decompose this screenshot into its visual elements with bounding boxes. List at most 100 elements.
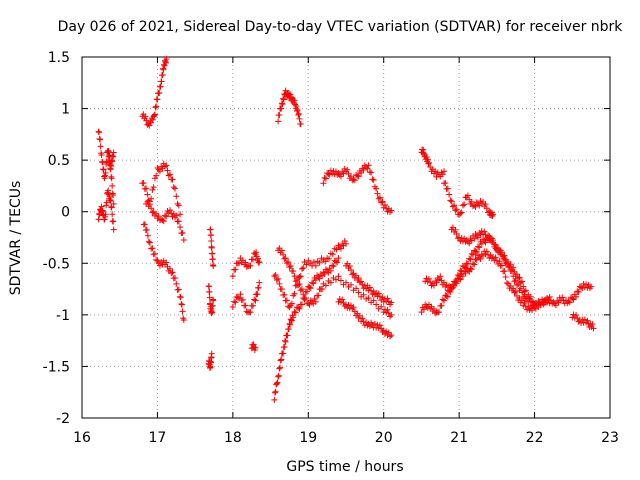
data-point — [295, 304, 302, 311]
data-point — [151, 250, 158, 257]
series-arc-r — [320, 162, 395, 216]
data-point — [252, 344, 259, 351]
data-point — [473, 249, 480, 256]
data-point — [302, 295, 309, 302]
data-point — [546, 293, 553, 300]
data-point — [209, 302, 216, 309]
data-point — [161, 212, 168, 219]
data-point — [175, 218, 182, 225]
data-point — [208, 350, 215, 357]
data-point — [432, 310, 439, 317]
data-point — [281, 255, 288, 262]
data-point — [311, 296, 318, 303]
x-tick-label: 23 — [601, 430, 619, 446]
data-point — [285, 303, 292, 310]
data-point — [278, 105, 285, 112]
data-point — [374, 190, 381, 197]
data-point — [492, 254, 499, 261]
data-point — [271, 396, 278, 403]
data-point — [255, 255, 261, 262]
data-point — [177, 293, 184, 300]
data-point — [477, 198, 484, 205]
data-point — [140, 179, 147, 186]
data-point — [297, 287, 304, 294]
data-point — [142, 113, 149, 120]
data-point — [299, 265, 305, 272]
data-point — [381, 331, 388, 338]
data-point — [512, 277, 519, 284]
data-point — [252, 297, 259, 304]
data-point — [371, 320, 378, 327]
data-point — [159, 71, 166, 78]
x-tick-label: 16 — [73, 430, 91, 446]
data-point — [153, 172, 160, 179]
data-point — [231, 298, 238, 305]
data-point — [466, 240, 473, 247]
data-point — [95, 216, 102, 223]
data-point — [469, 203, 476, 210]
data-point — [437, 273, 444, 280]
series-arc-u — [418, 146, 448, 180]
data-point — [441, 168, 448, 175]
data-point — [208, 244, 215, 251]
data-point — [243, 263, 250, 270]
data-point — [175, 202, 182, 209]
data-point — [468, 250, 475, 257]
data-point — [431, 282, 437, 289]
series-arc-h — [207, 226, 217, 269]
data-point — [473, 256, 480, 263]
series-arc-k — [229, 249, 263, 280]
data-point — [97, 143, 104, 150]
data-point — [280, 95, 287, 102]
data-point — [510, 273, 517, 280]
data-point — [180, 236, 187, 243]
data-point — [173, 212, 180, 219]
data-point — [109, 190, 116, 197]
data-point — [172, 275, 179, 282]
data-point — [109, 158, 116, 165]
data-point — [301, 296, 308, 303]
data-point — [237, 291, 244, 298]
data-point — [206, 288, 213, 295]
data-point — [103, 202, 110, 209]
data-point — [341, 238, 348, 245]
data-point — [439, 171, 446, 178]
data-point — [312, 298, 319, 305]
data-point — [356, 312, 363, 319]
series-arc-n — [275, 87, 304, 128]
x-tick-label: 20 — [375, 430, 393, 446]
y-tick-label: 0.5 — [48, 153, 70, 169]
data-point — [339, 296, 346, 303]
data-point — [360, 166, 367, 173]
data-point — [490, 211, 497, 218]
data-point — [448, 285, 455, 292]
plot-area — [81, 56, 611, 419]
data-point — [348, 281, 355, 288]
data-point — [369, 176, 376, 183]
data-point — [110, 153, 117, 160]
data-point — [170, 184, 177, 191]
data-point — [456, 275, 463, 282]
data-point — [110, 226, 117, 233]
data-point — [157, 83, 164, 90]
data-point — [376, 194, 383, 201]
data-point — [425, 275, 432, 282]
data-point — [510, 264, 517, 271]
data-point — [444, 287, 451, 294]
data-point — [472, 256, 479, 263]
data-point — [442, 179, 449, 186]
data-point — [432, 168, 439, 175]
data-point — [503, 279, 510, 286]
data-point — [378, 303, 385, 310]
data-point — [251, 296, 258, 303]
data-point — [309, 279, 316, 286]
data-point — [277, 357, 284, 364]
data-point — [285, 325, 292, 332]
data-point — [451, 283, 458, 290]
data-point — [291, 308, 298, 315]
data-point — [141, 221, 148, 228]
data-point — [385, 298, 392, 305]
data-point — [343, 240, 349, 247]
data-point — [296, 115, 303, 122]
data-point — [151, 112, 158, 119]
